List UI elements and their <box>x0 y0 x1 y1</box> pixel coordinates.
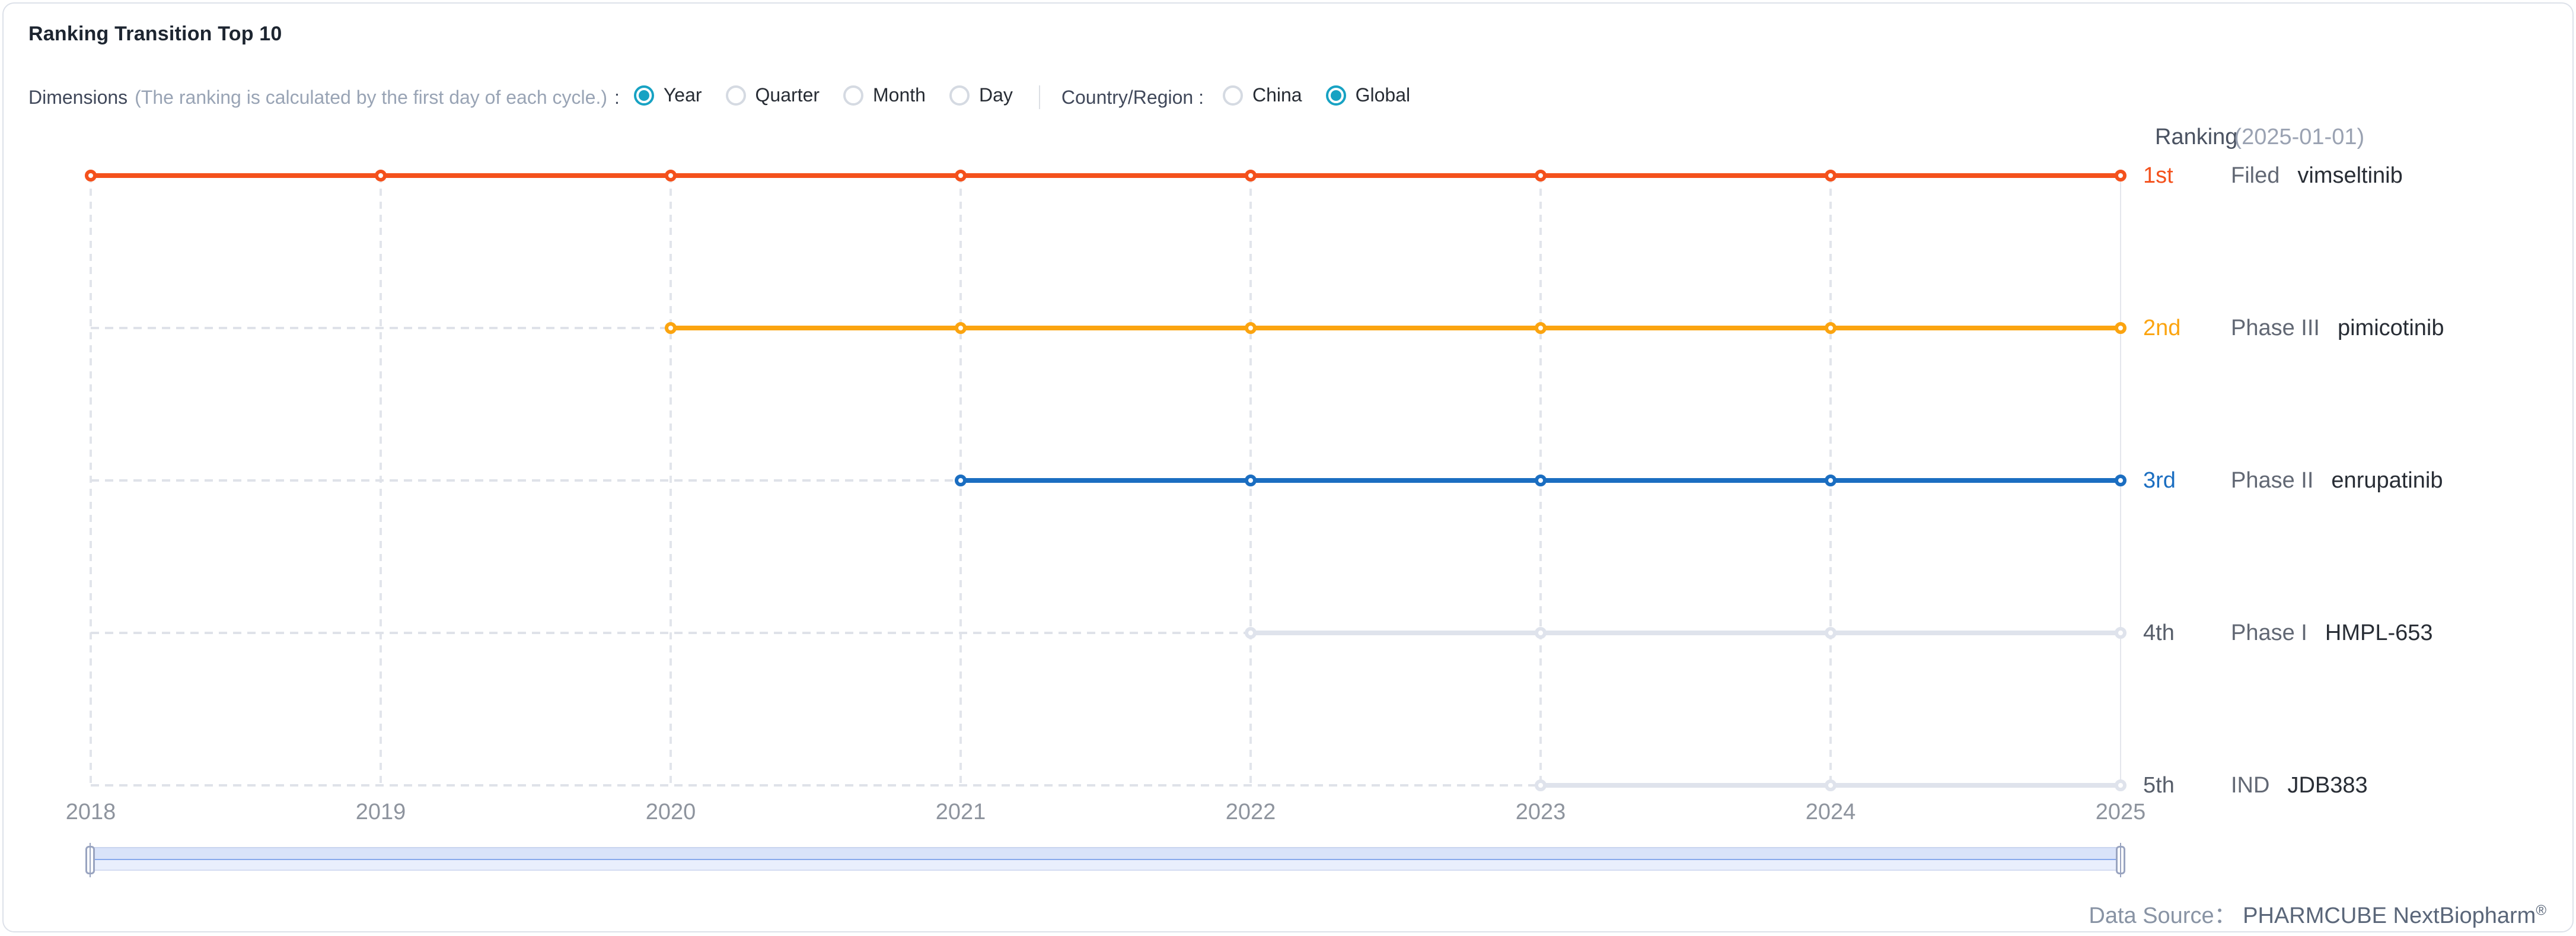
rank-label: 1st <box>2143 160 2231 191</box>
no-data-dash-rank-5 <box>91 784 1541 787</box>
x-axis-label-2018: 2018 <box>66 800 116 825</box>
data-point-vimseltinib-2025[interactable] <box>2115 170 2127 182</box>
phase-label: Phase III <box>2231 313 2320 343</box>
x-axis-label-2025: 2025 <box>2096 800 2146 825</box>
no-data-dash-rank-2 <box>91 327 671 329</box>
data-point-vimseltinib-2023[interactable] <box>1535 170 1547 182</box>
x-axis-label-2021: 2021 <box>936 800 986 825</box>
registered-trademark-icon: ® <box>2536 902 2546 918</box>
data-point-enrupatinib-2024[interactable] <box>1825 475 1837 486</box>
x-axis-label-2024: 2024 <box>1806 800 1856 825</box>
data-point-vimseltinib-2022[interactable] <box>1245 170 1257 182</box>
no-data-dash-rank-4 <box>91 632 1251 634</box>
slider-midline <box>90 859 2121 860</box>
x-axis-label-2023: 2023 <box>1516 800 1566 825</box>
phase-label: Filed <box>2231 160 2279 191</box>
data-point-HMPL-653-2024[interactable] <box>1825 627 1837 639</box>
data-point-vimseltinib-2020[interactable] <box>665 170 677 182</box>
data-point-pimicotinib-2023[interactable] <box>1535 322 1547 334</box>
data-point-HMPL-653-2022[interactable] <box>1245 627 1257 639</box>
data-point-vimseltinib-2021[interactable] <box>955 170 967 182</box>
x-axis-label-2019: 2019 <box>356 800 406 825</box>
chart-card: Ranking Transition Top 10 Dimensions (Th… <box>2 2 2574 932</box>
legend-row-enrupatinib: 3rdPhase II enrupatinib <box>2143 465 2443 496</box>
timeline-zoom-slider[interactable] <box>90 847 2121 871</box>
data-point-vimseltinib-2019[interactable] <box>375 170 387 182</box>
data-source: Data Source： PHARMCUBE NextBiopharm® <box>2089 897 2546 929</box>
data-point-pimicotinib-2021[interactable] <box>955 322 967 334</box>
legend-row-vimseltinib: 1stFiled vimseltinib <box>2143 160 2403 191</box>
data-point-vimseltinib-2024[interactable] <box>1825 170 1837 182</box>
data-source-value: PHARMCUBE NextBiopharm <box>2243 903 2536 928</box>
data-point-JDB383-2023[interactable] <box>1535 779 1547 791</box>
drug-name: HMPL-653 <box>2325 617 2433 648</box>
legend-header-title: Ranking <box>2155 125 2237 149</box>
data-point-pimicotinib-2020[interactable] <box>665 322 677 334</box>
drug-name: pimicotinib <box>2338 313 2444 343</box>
slider-handle-right[interactable] <box>2116 846 2125 874</box>
data-point-HMPL-653-2023[interactable] <box>1535 627 1547 639</box>
data-point-HMPL-653-2025[interactable] <box>2115 627 2127 639</box>
rank-label: 2nd <box>2143 313 2231 343</box>
drug-name: vimseltinib <box>2297 160 2402 191</box>
legend-row-pimicotinib: 2ndPhase III pimicotinib <box>2143 313 2444 343</box>
rank-label: 3rd <box>2143 465 2231 496</box>
data-point-JDB383-2025[interactable] <box>2115 779 2127 791</box>
phase-label: Phase II <box>2231 465 2313 496</box>
page: Ranking Transition Top 10 Dimensions (Th… <box>0 0 2576 936</box>
data-point-pimicotinib-2024[interactable] <box>1825 322 1837 334</box>
x-axis-label-2022: 2022 <box>1226 800 1276 825</box>
data-point-enrupatinib-2023[interactable] <box>1535 475 1547 486</box>
slider-handle-left[interactable] <box>85 846 95 874</box>
data-point-pimicotinib-2025[interactable] <box>2115 322 2127 334</box>
legend-header: Ranking(2025-01-01) <box>2155 125 2364 150</box>
legend-row-JDB383: 5thIND JDB383 <box>2143 770 2368 801</box>
data-point-enrupatinib-2022[interactable] <box>1245 475 1257 486</box>
legend-header-date: (2025-01-01) <box>2234 125 2364 149</box>
series-line-vimseltinib[interactable] <box>91 173 2121 178</box>
data-point-enrupatinib-2025[interactable] <box>2115 475 2127 486</box>
data-point-JDB383-2024[interactable] <box>1825 779 1837 791</box>
data-point-vimseltinib-2018[interactable] <box>85 170 97 182</box>
x-axis-label-2020: 2020 <box>646 800 696 825</box>
data-point-pimicotinib-2022[interactable] <box>1245 322 1257 334</box>
phase-label: IND <box>2231 770 2269 801</box>
no-data-dash-rank-3 <box>91 479 961 482</box>
series-line-HMPL-653[interactable] <box>1251 631 2121 635</box>
series-line-pimicotinib[interactable] <box>671 326 2121 330</box>
rank-label: 4th <box>2143 617 2231 648</box>
data-source-label: Data Source： <box>2089 903 2236 928</box>
drug-name: JDB383 <box>2287 770 2367 801</box>
legend-row-HMPL-653: 4thPhase I HMPL-653 <box>2143 617 2433 648</box>
rank-label: 5th <box>2143 770 2231 801</box>
phase-label: Phase I <box>2231 617 2307 648</box>
data-point-enrupatinib-2021[interactable] <box>955 475 967 486</box>
drug-name: enrupatinib <box>2331 465 2443 496</box>
